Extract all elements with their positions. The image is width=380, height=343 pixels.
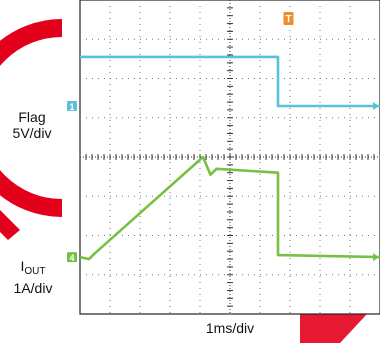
trace-channel-1 — [80, 55, 380, 108]
iout-label-sub: OUT — [24, 266, 46, 277]
flag-channel-label: Flag 5V/div — [0, 109, 64, 141]
watermark-left-mark — [0, 210, 20, 240]
trigger-marker: T — [283, 12, 294, 25]
channel-markers: 1 4 T — [67, 12, 379, 263]
svg-text:T: T — [285, 14, 291, 25]
traces — [79, 55, 380, 261]
center-axes — [79, 0, 380, 315]
x-axis-label: 1ms/div — [205, 320, 255, 336]
channel-1-right-arrow — [373, 101, 379, 110]
svg-text:1: 1 — [69, 102, 74, 112]
channel-4-right-arrow — [373, 253, 379, 262]
iout-label-name: IOUT — [4, 258, 62, 280]
flag-label-scale: 5V/div — [12, 125, 52, 141]
watermark-arc — [0, 19, 63, 217]
flag-label-name: Flag — [18, 109, 46, 125]
iout-label-scale: 1A/div — [13, 280, 53, 296]
svg-text:4: 4 — [69, 253, 74, 263]
channel-1-marker: 1 — [67, 100, 77, 112]
iout-label-main: I — [20, 258, 25, 274]
trace-channel-4 — [79, 155, 380, 261]
channel-4-marker: 4 — [67, 252, 77, 263]
iout-channel-label: IOUT 1A/div — [4, 258, 62, 296]
